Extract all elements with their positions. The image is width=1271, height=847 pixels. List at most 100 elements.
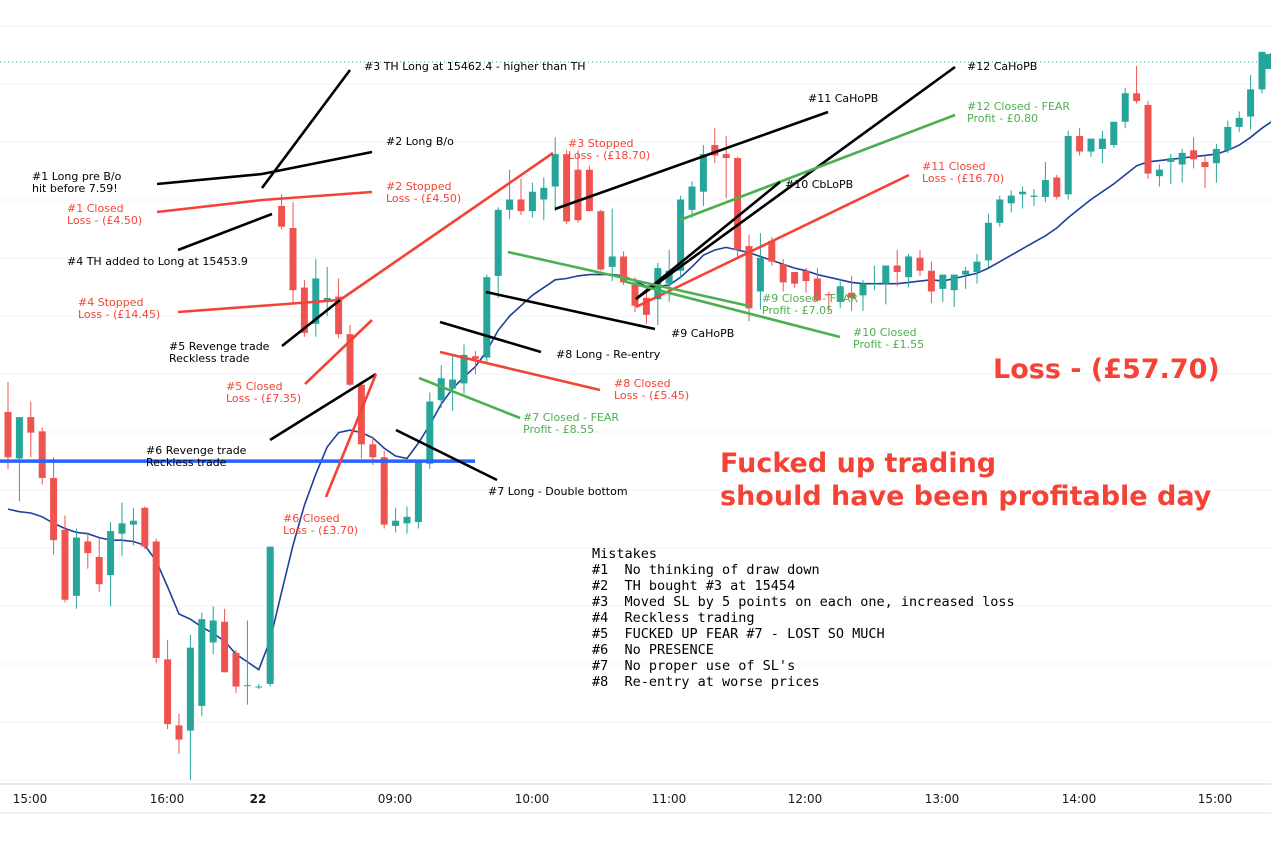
annotation-line — [156, 172, 263, 186]
annotation-text: Profit - £8.55 — [523, 423, 594, 436]
candle — [312, 259, 320, 337]
candle-body — [768, 240, 776, 262]
candle-body — [1064, 136, 1072, 195]
candle-body — [1178, 152, 1186, 165]
candle-body — [1121, 93, 1129, 122]
candle — [813, 268, 821, 301]
x-tick-label: 13:00 — [925, 792, 960, 806]
candle — [1224, 120, 1232, 153]
candle — [266, 546, 274, 687]
candle-body — [528, 191, 536, 212]
candle-body — [745, 246, 753, 309]
candle — [677, 195, 685, 279]
candle-body — [1201, 161, 1209, 168]
candle-body — [141, 507, 149, 547]
annotation-line — [269, 372, 377, 442]
candle-body — [711, 145, 719, 156]
candle-body — [848, 292, 856, 298]
candle-body — [825, 294, 833, 296]
mistake-item: #1 No thinking of draw down — [592, 562, 820, 578]
annotation-text: #10 CbLoPB — [785, 178, 853, 191]
candle-body — [278, 205, 286, 227]
headline-text: Fucked up trading — [720, 448, 996, 479]
candle-body — [221, 621, 229, 673]
candle-body — [813, 278, 821, 301]
x-tick-label: 16:00 — [150, 792, 185, 806]
annotation-text: #9 CaHoPB — [671, 327, 734, 340]
annotation-text: #3 TH Long at 15462.4 - higher than TH — [364, 60, 586, 73]
candle — [209, 606, 217, 655]
annotation: #3 TH Long at 15462.4 - higher than TH — [260, 60, 586, 189]
annotation-text: Loss - (£4.50) — [67, 214, 142, 227]
candle — [848, 275, 856, 311]
candle — [1030, 189, 1038, 206]
candle — [198, 612, 206, 717]
candle — [882, 265, 890, 305]
candle-body — [357, 384, 365, 445]
candle — [1053, 174, 1061, 200]
candle — [357, 382, 365, 459]
mistake-item: #6 No PRESENCE — [592, 642, 714, 658]
mistakes-title: Mistakes — [592, 546, 657, 562]
annotation-text: Reckless trade — [146, 456, 227, 469]
annotation-line — [261, 150, 373, 176]
mistakes-list: Mistakes#1 No thinking of draw down#2 TH… — [592, 546, 1015, 690]
candle — [836, 278, 844, 309]
candle-body — [585, 169, 593, 212]
annotation-text: #7 Closed - FEAR — [523, 411, 619, 424]
annotation-text: hit before 7.59! — [32, 182, 118, 195]
total-loss-text: Loss - (£57.70) — [993, 354, 1220, 385]
annotation-line — [177, 298, 341, 314]
candle — [1098, 130, 1106, 164]
candle-body — [449, 379, 457, 389]
candle-body — [209, 620, 217, 643]
candle — [255, 683, 263, 690]
candles-layer — [4, 51, 1271, 780]
candle — [289, 202, 297, 305]
candle-body — [756, 257, 764, 292]
annotation: #7 Long - Double bottom — [395, 428, 628, 498]
candle — [506, 169, 514, 219]
mistake-item: #8 Re-entry at worse prices — [592, 674, 820, 690]
candle — [962, 266, 970, 289]
candle — [905, 253, 913, 288]
annotation: #8 Long - Re-entry — [439, 320, 661, 361]
candle-body — [118, 523, 126, 534]
candle-body — [1190, 150, 1198, 160]
annotation: #9 CaHoPB — [485, 290, 734, 340]
annotation-line — [339, 151, 554, 302]
annotation-line — [156, 198, 263, 214]
candle-body — [1235, 117, 1243, 127]
candle-body — [1098, 138, 1106, 149]
annotation-text: Profit - £1.55 — [853, 338, 924, 351]
candle — [38, 427, 46, 485]
candle — [528, 182, 536, 218]
mistake-item: #2 TH bought #3 at 15454 — [592, 578, 795, 594]
candle — [745, 234, 753, 322]
candle — [426, 392, 434, 469]
candle-body — [517, 199, 525, 212]
candle — [1019, 186, 1027, 209]
candle — [1041, 161, 1049, 203]
annotation-text: #10 Closed — [853, 326, 917, 339]
candle-body — [437, 378, 445, 401]
candle-body — [1167, 158, 1175, 162]
candle-body — [471, 356, 479, 359]
candle-body — [232, 652, 240, 687]
annotation-text: Loss - (£16.70) — [922, 172, 1004, 185]
candle — [1167, 154, 1175, 184]
candle-body — [1155, 169, 1163, 177]
candle — [608, 208, 616, 282]
candle-body — [506, 199, 514, 210]
candle — [232, 650, 240, 694]
candle-body — [950, 274, 958, 291]
candle-body — [1133, 93, 1141, 102]
candle-body — [152, 541, 160, 659]
annotation-text: Profit - £7.05 — [762, 304, 833, 317]
annotation-text: #2 Long B/o — [386, 135, 454, 148]
